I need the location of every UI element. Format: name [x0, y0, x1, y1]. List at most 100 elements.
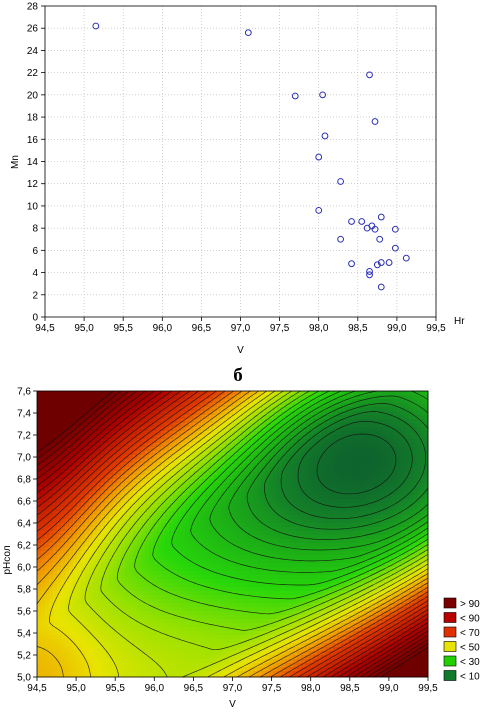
- contour-cell: [201, 519, 206, 524]
- contour-cell: [217, 559, 222, 564]
- contour-cell: [117, 431, 122, 436]
- contour-cell: [153, 475, 158, 480]
- contour-cell: [197, 463, 202, 468]
- contour-cell: [337, 475, 342, 480]
- contour-cell: [77, 539, 82, 544]
- contour-cell: [305, 391, 310, 396]
- contour-cell: [149, 515, 154, 520]
- contour-cell: [425, 451, 429, 456]
- contour-cell: [377, 455, 382, 460]
- contour-cell: [41, 495, 46, 500]
- contour-cell: [393, 551, 398, 556]
- contour-cell: [293, 587, 298, 592]
- contour-cell: [321, 447, 326, 452]
- contour-cell: [373, 439, 378, 444]
- contour-cell: [369, 407, 374, 412]
- contour-cell: [257, 411, 262, 416]
- contour-cell: [285, 423, 290, 428]
- contour-cell: [373, 563, 378, 568]
- contour-cell: [57, 427, 62, 432]
- contour-cell: [257, 451, 262, 456]
- contour-cell: [301, 527, 306, 532]
- contour-cell: [45, 431, 50, 436]
- contour-cell: [377, 511, 382, 516]
- contour-cell: [245, 423, 250, 428]
- contour-cell: [253, 495, 258, 500]
- contour-cell: [193, 539, 198, 544]
- contour-cell: [193, 443, 198, 448]
- contour-cell: [221, 483, 226, 488]
- contour-cell: [185, 495, 190, 500]
- contour-cell: [265, 415, 270, 420]
- contour-cell: [265, 567, 270, 572]
- contour-cell: [209, 551, 214, 556]
- contour-cell: [185, 583, 190, 588]
- contour-cell: [53, 423, 58, 428]
- contour-cell: [213, 419, 218, 424]
- contour-cell: [217, 567, 222, 572]
- contour-cell: [133, 499, 138, 504]
- contour-cell: [117, 579, 122, 584]
- contour-cell: [137, 395, 142, 400]
- contour-cell: [297, 415, 302, 420]
- contour-cell: [101, 551, 106, 556]
- contour-cell: [85, 511, 90, 516]
- contour-cell: [401, 491, 406, 496]
- contour-cell: [369, 427, 374, 432]
- contour-cell: [317, 559, 322, 564]
- contour-cell: [269, 535, 274, 540]
- contour-cell: [181, 503, 186, 508]
- contour-cell: [277, 455, 282, 460]
- contour-cell: [265, 431, 270, 436]
- contour-cell: [365, 527, 370, 532]
- contour-cell: [409, 491, 414, 496]
- contour-cell: [213, 567, 218, 572]
- contour-cell: [169, 431, 174, 436]
- contour-cell: [101, 535, 106, 540]
- contour-cell: [245, 551, 250, 556]
- contour-cell: [173, 427, 178, 432]
- contour-cell: [293, 547, 298, 552]
- contour-cell: [65, 539, 70, 544]
- contour-cell: [285, 515, 290, 520]
- contour-cell: [41, 407, 46, 412]
- contour-cell: [125, 467, 130, 472]
- contour-cell: [217, 391, 222, 396]
- contour-cell: [53, 447, 58, 452]
- contour-cell: [73, 543, 78, 548]
- contour-cell: [133, 571, 138, 576]
- x-tick-label: 99,0: [387, 323, 407, 334]
- contour-cell: [345, 407, 350, 412]
- contour-cell: [213, 431, 218, 436]
- contour-cell: [373, 555, 378, 560]
- contour-cell: [285, 519, 290, 524]
- contour-cell: [69, 415, 74, 420]
- contour-cell: [357, 503, 362, 508]
- contour-cell: [405, 411, 410, 416]
- contour-cell: [285, 527, 290, 532]
- contour-cell: [385, 419, 390, 424]
- contour-cell: [325, 511, 330, 516]
- contour-cell: [345, 583, 350, 588]
- contour-cell: [345, 523, 350, 528]
- contour-cell: [137, 459, 142, 464]
- contour-cell: [421, 479, 426, 484]
- contour-cell: [157, 575, 162, 580]
- contour-cell: [177, 523, 182, 528]
- contour-cell: [93, 415, 98, 420]
- contour-cell: [133, 579, 138, 584]
- contour-cell: [221, 459, 226, 464]
- contour-cell: [41, 483, 46, 488]
- contour-cell: [145, 471, 150, 476]
- contour-cell: [337, 487, 342, 492]
- contour-cell: [425, 419, 429, 424]
- contour-cell: [297, 567, 302, 572]
- contour-cell: [85, 519, 90, 524]
- contour-cell: [73, 539, 78, 544]
- contour-cell: [345, 587, 350, 592]
- contour-cell: [277, 411, 282, 416]
- contour-cell: [357, 571, 362, 576]
- contour-cell: [197, 391, 202, 396]
- contour-cell: [129, 547, 134, 552]
- contour-cell: [329, 439, 334, 444]
